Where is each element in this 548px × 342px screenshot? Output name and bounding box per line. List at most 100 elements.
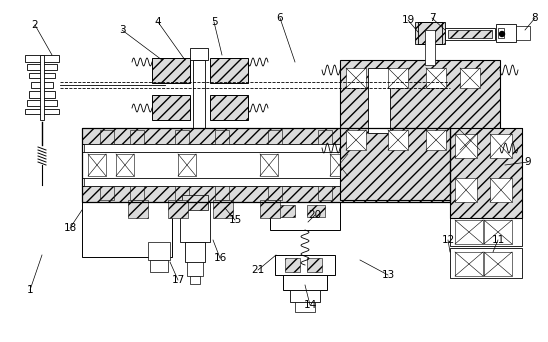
Bar xyxy=(40,55,44,120)
Text: 1: 1 xyxy=(27,285,33,295)
Bar xyxy=(260,154,278,176)
Bar xyxy=(29,73,55,78)
Bar xyxy=(460,68,480,88)
Bar xyxy=(130,186,144,200)
Bar xyxy=(27,64,57,70)
Bar xyxy=(484,220,512,244)
Bar xyxy=(368,68,390,133)
Text: 15: 15 xyxy=(229,215,242,225)
Bar xyxy=(82,186,450,202)
Bar xyxy=(418,22,442,44)
Bar xyxy=(285,258,300,272)
Text: 3: 3 xyxy=(119,25,125,35)
Bar xyxy=(82,128,450,144)
Bar xyxy=(213,200,233,218)
Bar xyxy=(84,144,448,186)
Bar xyxy=(295,302,315,312)
Bar xyxy=(455,220,483,244)
Bar xyxy=(25,109,59,114)
Bar xyxy=(330,154,348,176)
Bar xyxy=(425,30,435,65)
Bar xyxy=(215,130,229,144)
Bar xyxy=(150,260,168,272)
Bar xyxy=(190,48,208,60)
Bar xyxy=(307,258,322,272)
Bar xyxy=(460,130,480,150)
Bar xyxy=(130,130,144,144)
Bar xyxy=(516,26,530,40)
Bar xyxy=(318,186,332,200)
Bar xyxy=(100,186,114,200)
Bar xyxy=(450,128,522,218)
Text: 16: 16 xyxy=(213,253,227,263)
Bar xyxy=(268,130,282,144)
Text: 21: 21 xyxy=(252,265,265,275)
Bar xyxy=(340,60,500,200)
Bar xyxy=(426,68,446,88)
Bar xyxy=(31,82,53,88)
Bar xyxy=(82,128,450,202)
Bar xyxy=(498,28,504,38)
Bar xyxy=(88,154,106,176)
Text: 14: 14 xyxy=(304,300,317,310)
Bar xyxy=(450,218,522,246)
Bar xyxy=(210,95,248,120)
Bar xyxy=(290,290,320,302)
Bar xyxy=(82,152,450,178)
Bar xyxy=(82,202,172,257)
Text: 9: 9 xyxy=(524,157,532,167)
Bar xyxy=(277,205,295,217)
Bar xyxy=(455,178,477,202)
Text: 12: 12 xyxy=(441,235,455,245)
Bar xyxy=(426,130,446,150)
Bar xyxy=(185,242,205,262)
Bar xyxy=(388,68,408,88)
Bar xyxy=(128,200,148,218)
Bar xyxy=(496,24,516,42)
Bar xyxy=(190,276,200,284)
Bar xyxy=(455,252,483,276)
Text: 20: 20 xyxy=(309,210,322,220)
Bar xyxy=(175,130,189,144)
Bar xyxy=(100,130,114,144)
Bar xyxy=(346,68,366,88)
Text: 13: 13 xyxy=(381,270,395,280)
Bar xyxy=(210,58,248,83)
Text: 19: 19 xyxy=(401,15,415,25)
Bar xyxy=(445,28,495,40)
Text: 18: 18 xyxy=(64,223,77,233)
Bar xyxy=(175,186,189,200)
Bar xyxy=(484,252,512,276)
Text: 4: 4 xyxy=(155,17,161,27)
Text: 7: 7 xyxy=(429,13,435,23)
Text: 11: 11 xyxy=(492,235,505,245)
Bar xyxy=(27,100,57,106)
Bar xyxy=(490,178,512,202)
Bar xyxy=(318,130,332,144)
Bar xyxy=(152,58,190,83)
Bar xyxy=(455,134,477,158)
Bar xyxy=(490,134,512,158)
Bar xyxy=(260,200,280,218)
Circle shape xyxy=(499,31,505,37)
Bar xyxy=(388,130,408,150)
Bar xyxy=(152,95,190,120)
Text: 8: 8 xyxy=(532,13,538,23)
Bar xyxy=(116,154,134,176)
Bar xyxy=(448,30,492,38)
Bar xyxy=(415,22,445,44)
Text: 2: 2 xyxy=(32,20,38,30)
Bar xyxy=(29,91,55,98)
Bar xyxy=(215,186,229,200)
Bar xyxy=(450,248,522,278)
Bar xyxy=(307,205,325,217)
Bar xyxy=(168,200,188,218)
Bar xyxy=(275,255,335,275)
Bar xyxy=(450,128,522,218)
Text: 6: 6 xyxy=(277,13,283,23)
Bar xyxy=(25,55,59,62)
Bar xyxy=(270,202,340,230)
Bar xyxy=(346,130,366,150)
Bar xyxy=(180,202,210,242)
Bar xyxy=(268,186,282,200)
